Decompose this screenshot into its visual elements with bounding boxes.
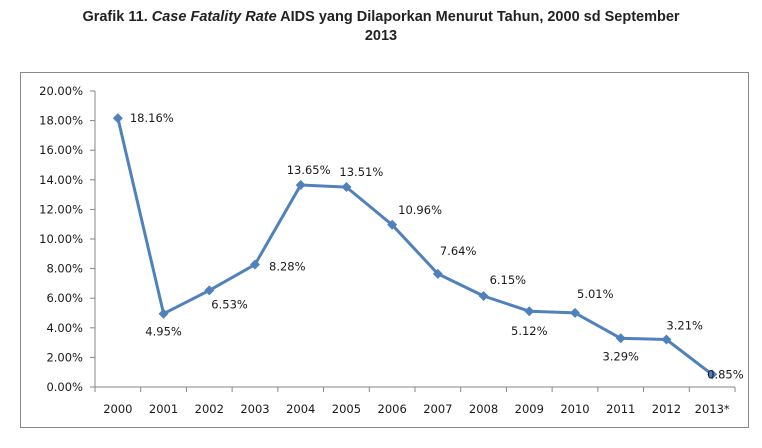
y-tick-label: 12.00% xyxy=(39,202,83,216)
data-point xyxy=(341,182,352,193)
y-tick-label: 6.00% xyxy=(46,291,83,305)
title-italic: Case Fatality Rate xyxy=(151,9,277,25)
series-line xyxy=(116,117,714,376)
data-point xyxy=(204,285,215,296)
data-label: 18.16% xyxy=(130,111,174,125)
data-label: 4.95% xyxy=(145,325,182,339)
data-point xyxy=(432,268,443,279)
x-tick-label: 2009 xyxy=(515,402,544,416)
data-label: 6.15% xyxy=(490,273,527,287)
y-tick-label: 4.00% xyxy=(46,321,83,335)
x-tick-label: 2005 xyxy=(332,402,361,416)
data-point xyxy=(524,306,535,317)
data-label: 13.65% xyxy=(287,163,331,177)
data-point xyxy=(661,334,672,345)
title-rest: AIDS yang Dilaporkan Menurut Tahun, 2000… xyxy=(276,9,680,25)
data-point xyxy=(570,307,580,318)
data-point xyxy=(250,259,260,270)
data-label: 5.01% xyxy=(577,287,614,301)
y-tick-label: 18.00% xyxy=(39,114,83,128)
x-tick-label: 2013* xyxy=(695,402,730,416)
chart-title: Grafik 11. Case Fatality Rate AIDS yang … xyxy=(0,8,762,46)
y-tick-label: 14.00% xyxy=(39,173,83,187)
data-label: 6.53% xyxy=(211,297,248,311)
x-tick-label: 2006 xyxy=(378,402,407,416)
data-label: 0.85% xyxy=(707,367,744,381)
data-label: 7.64% xyxy=(440,244,477,258)
data-point xyxy=(295,179,306,190)
data-label: 8.28% xyxy=(269,259,306,273)
data-label: 5.12% xyxy=(511,324,548,338)
data-point xyxy=(478,290,489,301)
y-tick-label: 10.00% xyxy=(39,232,83,246)
data-label: 3.29% xyxy=(602,349,639,363)
chart-frame xyxy=(20,72,749,428)
x-tick-label: 2004 xyxy=(286,402,315,416)
y-tick-label: 20.00% xyxy=(39,84,83,98)
data-point xyxy=(112,113,123,124)
y-tick-label: 16.00% xyxy=(39,143,83,157)
x-tick-label: 2012 xyxy=(652,402,681,416)
data-label: 10.96% xyxy=(398,203,442,217)
data-label: 3.21% xyxy=(666,318,703,332)
x-tick-label: 2008 xyxy=(469,402,498,416)
data-point xyxy=(387,219,398,230)
data-point xyxy=(158,308,169,319)
y-tick-label: 8.00% xyxy=(46,262,83,276)
title-line2: 2013 xyxy=(364,28,398,44)
data-point xyxy=(615,333,626,344)
x-tick-label: 2007 xyxy=(423,402,452,416)
data-point xyxy=(707,369,718,380)
x-tick-label: 2003 xyxy=(240,402,269,416)
x-tick-label: 2000 xyxy=(103,402,132,416)
title-prefix: Grafik 11. xyxy=(82,9,152,25)
x-tick-label: 2002 xyxy=(195,402,224,416)
x-tick-label: 2010 xyxy=(560,402,589,416)
y-tick-label: 2.00% xyxy=(46,350,83,364)
x-tick-label: 2001 xyxy=(149,402,178,416)
x-tick-label: 2011 xyxy=(606,402,635,416)
data-label: 13.51% xyxy=(339,165,383,179)
y-tick-label: 0.00% xyxy=(46,380,83,394)
